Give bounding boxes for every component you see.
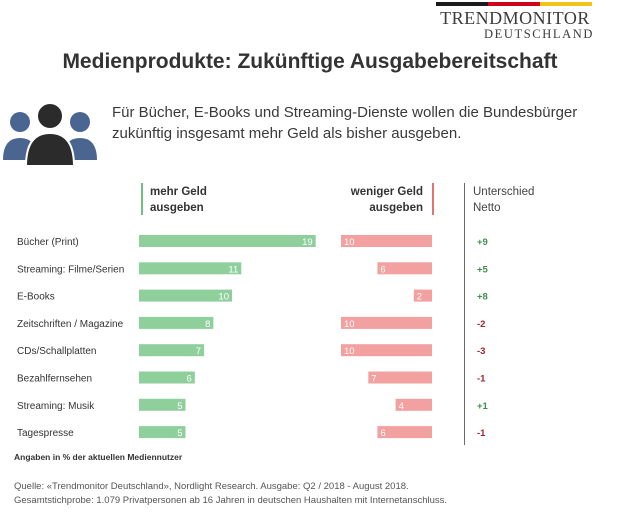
more-value-label: 10 — [218, 292, 229, 303]
flag-black — [436, 2, 488, 6]
category-label: E-Books — [17, 292, 55, 303]
source-line-2: Gesamtstichprobe: 1.079 Privatpersonen a… — [14, 495, 448, 506]
bar-chart: Bücher (Print) 19 10 +9 Streaming: Filme/Ser… — [17, 235, 489, 439]
net-header-line-1: Unterschied — [473, 186, 535, 198]
more-header-line-1: mehr Geld — [150, 186, 207, 198]
more-bar — [139, 344, 205, 357]
less-header-line-2: ausgeben — [369, 202, 423, 214]
less-value-label: 4 — [399, 401, 404, 412]
less-value-label: 6 — [380, 428, 385, 439]
brand-flag-stripe — [436, 2, 592, 6]
category-label: Tagespresse — [17, 428, 74, 439]
more-value-label: 5 — [177, 428, 182, 439]
more-column-marker — [141, 183, 143, 215]
less-value-label: 10 — [344, 237, 355, 248]
more-value-label: 11 — [228, 264, 238, 275]
net-value-label: -2 — [477, 319, 485, 330]
net-value-label: +5 — [477, 264, 489, 275]
subtitle-line-1: Für Bücher, E-Books und Streaming-Dienst… — [112, 104, 578, 121]
less-bar — [341, 235, 432, 247]
more-value-label: 7 — [196, 346, 201, 357]
footnote: Angaben in % der aktuellen Mediennutzer — [14, 452, 183, 462]
less-value-label: 2 — [417, 292, 422, 303]
less-value-label: 10 — [344, 319, 355, 330]
more-value-label: 5 — [177, 401, 182, 412]
more-header-line-2: ausgeben — [150, 202, 204, 214]
more-value-label: 8 — [205, 319, 210, 330]
more-bar — [139, 426, 186, 439]
net-header-line-2: Netto — [473, 202, 501, 214]
subtitle: Für Bücher, E-Books und Streaming-Dienst… — [112, 102, 612, 144]
page-title: Medienprodukte: Zukünftige Ausgabebereit… — [62, 50, 558, 73]
people-group-icon — [3, 102, 97, 167]
more-column-header: mehr Geld ausgeben — [150, 184, 207, 216]
more-bar — [139, 289, 232, 302]
category-label: Bezahlfernsehen — [17, 374, 92, 385]
net-value-label: -1 — [477, 374, 486, 385]
less-column-marker — [432, 183, 434, 215]
less-bar — [377, 426, 432, 439]
source-line-1: Quelle: «Trendmonitor Deutschland», Nord… — [14, 481, 409, 492]
category-label: Zeitschriften / Magazine — [17, 319, 124, 330]
net-value-label: -1 — [477, 428, 486, 439]
net-column-divider — [464, 183, 465, 445]
less-bar — [368, 371, 432, 384]
net-value-label: +1 — [477, 401, 489, 412]
more-bar — [139, 371, 195, 384]
less-value-label: 6 — [380, 264, 385, 275]
flag-gold — [540, 2, 592, 6]
net-column-header: Unterschied Netto — [473, 184, 534, 216]
less-bar — [377, 262, 432, 275]
category-label: Bücher (Print) — [17, 237, 79, 248]
subtitle-line-2: zukünftig insgesamt mehr Geld als bisher… — [112, 125, 462, 142]
less-bar — [395, 398, 432, 411]
brand-name: TRENDMONITOR — [440, 8, 590, 28]
brand-country: DEUTSCHLAND — [484, 27, 594, 41]
category-label: Streaming: Filme/Serien — [17, 264, 124, 275]
less-value-label: 10 — [344, 346, 355, 357]
less-column-header: weniger Geld ausgeben — [330, 184, 423, 216]
category-label: CDs/Schallplatten — [17, 346, 96, 357]
more-bar — [139, 316, 214, 329]
net-value-label: +9 — [477, 237, 488, 248]
less-header-line-1: weniger Geld — [350, 186, 423, 198]
more-value-label: 6 — [187, 374, 192, 385]
less-value-label: 7 — [371, 374, 376, 385]
flag-red — [488, 2, 540, 6]
less-bar — [413, 289, 432, 302]
more-bar — [139, 235, 316, 247]
net-value-label: +8 — [477, 292, 488, 303]
category-label: Streaming: Musik — [17, 401, 95, 412]
more-bar — [139, 262, 242, 275]
net-value-label: -3 — [477, 346, 485, 357]
less-bar — [341, 316, 432, 329]
less-bar — [341, 344, 432, 357]
more-value-label: 19 — [302, 237, 313, 248]
more-bar — [139, 398, 186, 411]
